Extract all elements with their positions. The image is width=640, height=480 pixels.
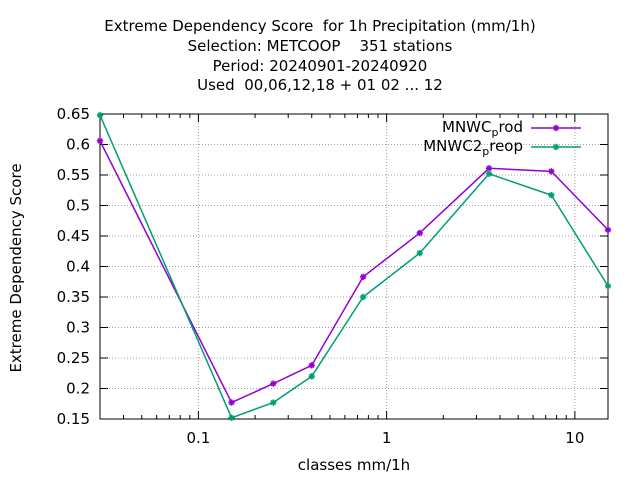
data-point-series-2: [548, 191, 555, 199]
legend-sample-marker-2: [552, 143, 560, 151]
data-point-series-1: [228, 399, 235, 406]
data-point-series-1: [548, 168, 555, 175]
legend-label-1-sub: p: [491, 126, 499, 139]
data-point-series-2: [604, 282, 612, 290]
y-tick-label: 0.55: [57, 166, 90, 184]
data-point-series-1: [359, 273, 367, 281]
y-tick-label: 0.3: [66, 319, 90, 337]
title-line-2: Selection: METCOOP 351 stations: [187, 37, 453, 55]
title-line-4: Used 00,06,12,18 + 01 02 ... 12: [197, 76, 443, 94]
x-tick-label: 0.1: [186, 429, 210, 447]
data-point-series-2: [96, 112, 104, 119]
y-axis-label: Extreme Dependency Score: [7, 163, 25, 373]
data-point-series-1: [416, 229, 423, 237]
x-tick-label: 1: [382, 429, 392, 447]
legend-label-series-2: MNWC2preop: [423, 137, 523, 158]
y-tick-label: 0.15: [57, 410, 90, 428]
data-point-series-2: [308, 373, 315, 380]
y-tick-label: 0.35: [57, 288, 90, 306]
series-line-1: [99, 140, 609, 404]
legend-label-2-rest: reop: [489, 137, 523, 155]
data-point-series-2: [485, 170, 493, 177]
legend-label-2-sub: p: [482, 145, 490, 158]
data-point-series-1: [604, 226, 612, 234]
data-point-series-1: [270, 380, 277, 387]
title-line-1: Extreme Dependency Score for 1h Precipit…: [104, 17, 536, 35]
y-tick-label: 0.5: [66, 197, 90, 215]
y-tick-label: 0.2: [66, 380, 90, 398]
y-tick-label: 0.65: [57, 105, 90, 123]
data-point-series-2: [228, 414, 235, 421]
legend-label-2-main: MNWC2: [423, 137, 483, 155]
series-line-2: [99, 114, 609, 419]
data-point-series-2: [416, 249, 423, 257]
legend-label-1-rest: rod: [498, 118, 523, 136]
data-point-series-1: [308, 362, 315, 369]
data-point-series-2: [359, 293, 367, 301]
y-tick-label: 0.25: [57, 349, 90, 367]
data-point-series-1: [96, 137, 104, 145]
title-line-3: Period: 20240901-20240920: [212, 57, 428, 75]
y-tick-label: 0.4: [66, 258, 90, 276]
y-tick-label: 0.45: [57, 227, 90, 245]
x-tick-label: 10: [565, 429, 584, 447]
legend-sample-marker-1: [552, 124, 560, 132]
data-point-series-1: [485, 165, 493, 172]
data-point-series-2: [270, 399, 277, 406]
legend-label-1-main: MNWC: [442, 118, 492, 136]
plot-border: [99, 113, 609, 420]
y-tick-label: 0.6: [66, 136, 90, 154]
x-axis-label: classes mm/1h: [297, 456, 411, 474]
legend-label-series-1: MNWCprod: [442, 118, 523, 139]
